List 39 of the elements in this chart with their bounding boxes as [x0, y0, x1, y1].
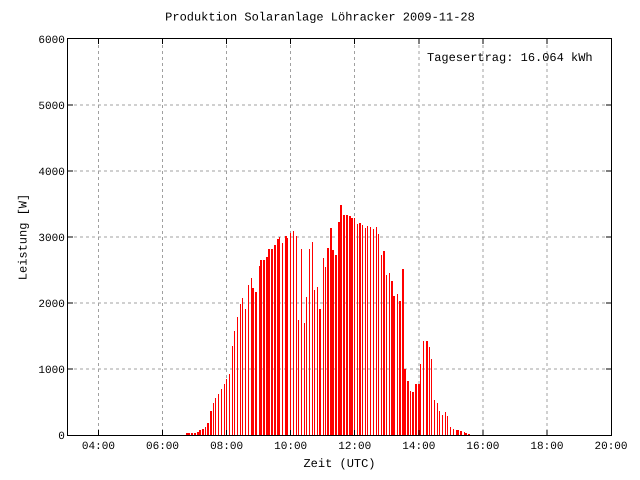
- x-axis-title: Zeit (UTC): [303, 457, 376, 472]
- bar: [383, 251, 385, 435]
- bar: [460, 431, 462, 435]
- y-tick-label: 4000: [38, 166, 65, 179]
- bar: [271, 249, 273, 435]
- y-tick-label: 3000: [38, 232, 65, 245]
- x-tick-label: 16:00: [466, 441, 500, 454]
- bar: [260, 260, 262, 435]
- x-tick-label: 12:00: [338, 441, 372, 454]
- bar: [268, 249, 270, 435]
- bar: [349, 216, 351, 435]
- chart-title: Produktion Solaranlage Löhracker 2009-11-28: [165, 10, 475, 24]
- bar: [351, 218, 353, 435]
- bar: [255, 292, 257, 435]
- y-tick-label: 5000: [38, 100, 65, 113]
- x-tick-label: 08:00: [210, 441, 244, 454]
- y-tick-label: 2000: [38, 298, 65, 311]
- bar: [263, 260, 265, 435]
- y-axis-title: Leistung [W]: [16, 194, 31, 280]
- x-tick-label: 10:00: [274, 441, 308, 454]
- bar: [359, 223, 361, 435]
- bar: [199, 430, 201, 435]
- x-tick-label: 18:00: [530, 441, 564, 454]
- bar: [402, 269, 404, 435]
- x-tick-label: 06:00: [146, 441, 180, 454]
- bar: [346, 215, 348, 435]
- bar: [340, 205, 342, 435]
- bar: [330, 228, 332, 435]
- bar: [202, 429, 204, 435]
- x-tick-label: 20:00: [594, 441, 628, 454]
- annotation: Tagesertrag: 16.064 kWh: [427, 51, 593, 65]
- x-tick-label: 04:00: [82, 441, 115, 454]
- y-tick-label: 1000: [38, 364, 65, 377]
- x-tick-label: 14:00: [402, 441, 436, 454]
- bar: [197, 432, 199, 435]
- y-tick-label: 0: [58, 430, 65, 443]
- bar: [415, 384, 417, 435]
- y-tick-label: 6000: [38, 34, 65, 47]
- bar: [426, 341, 428, 435]
